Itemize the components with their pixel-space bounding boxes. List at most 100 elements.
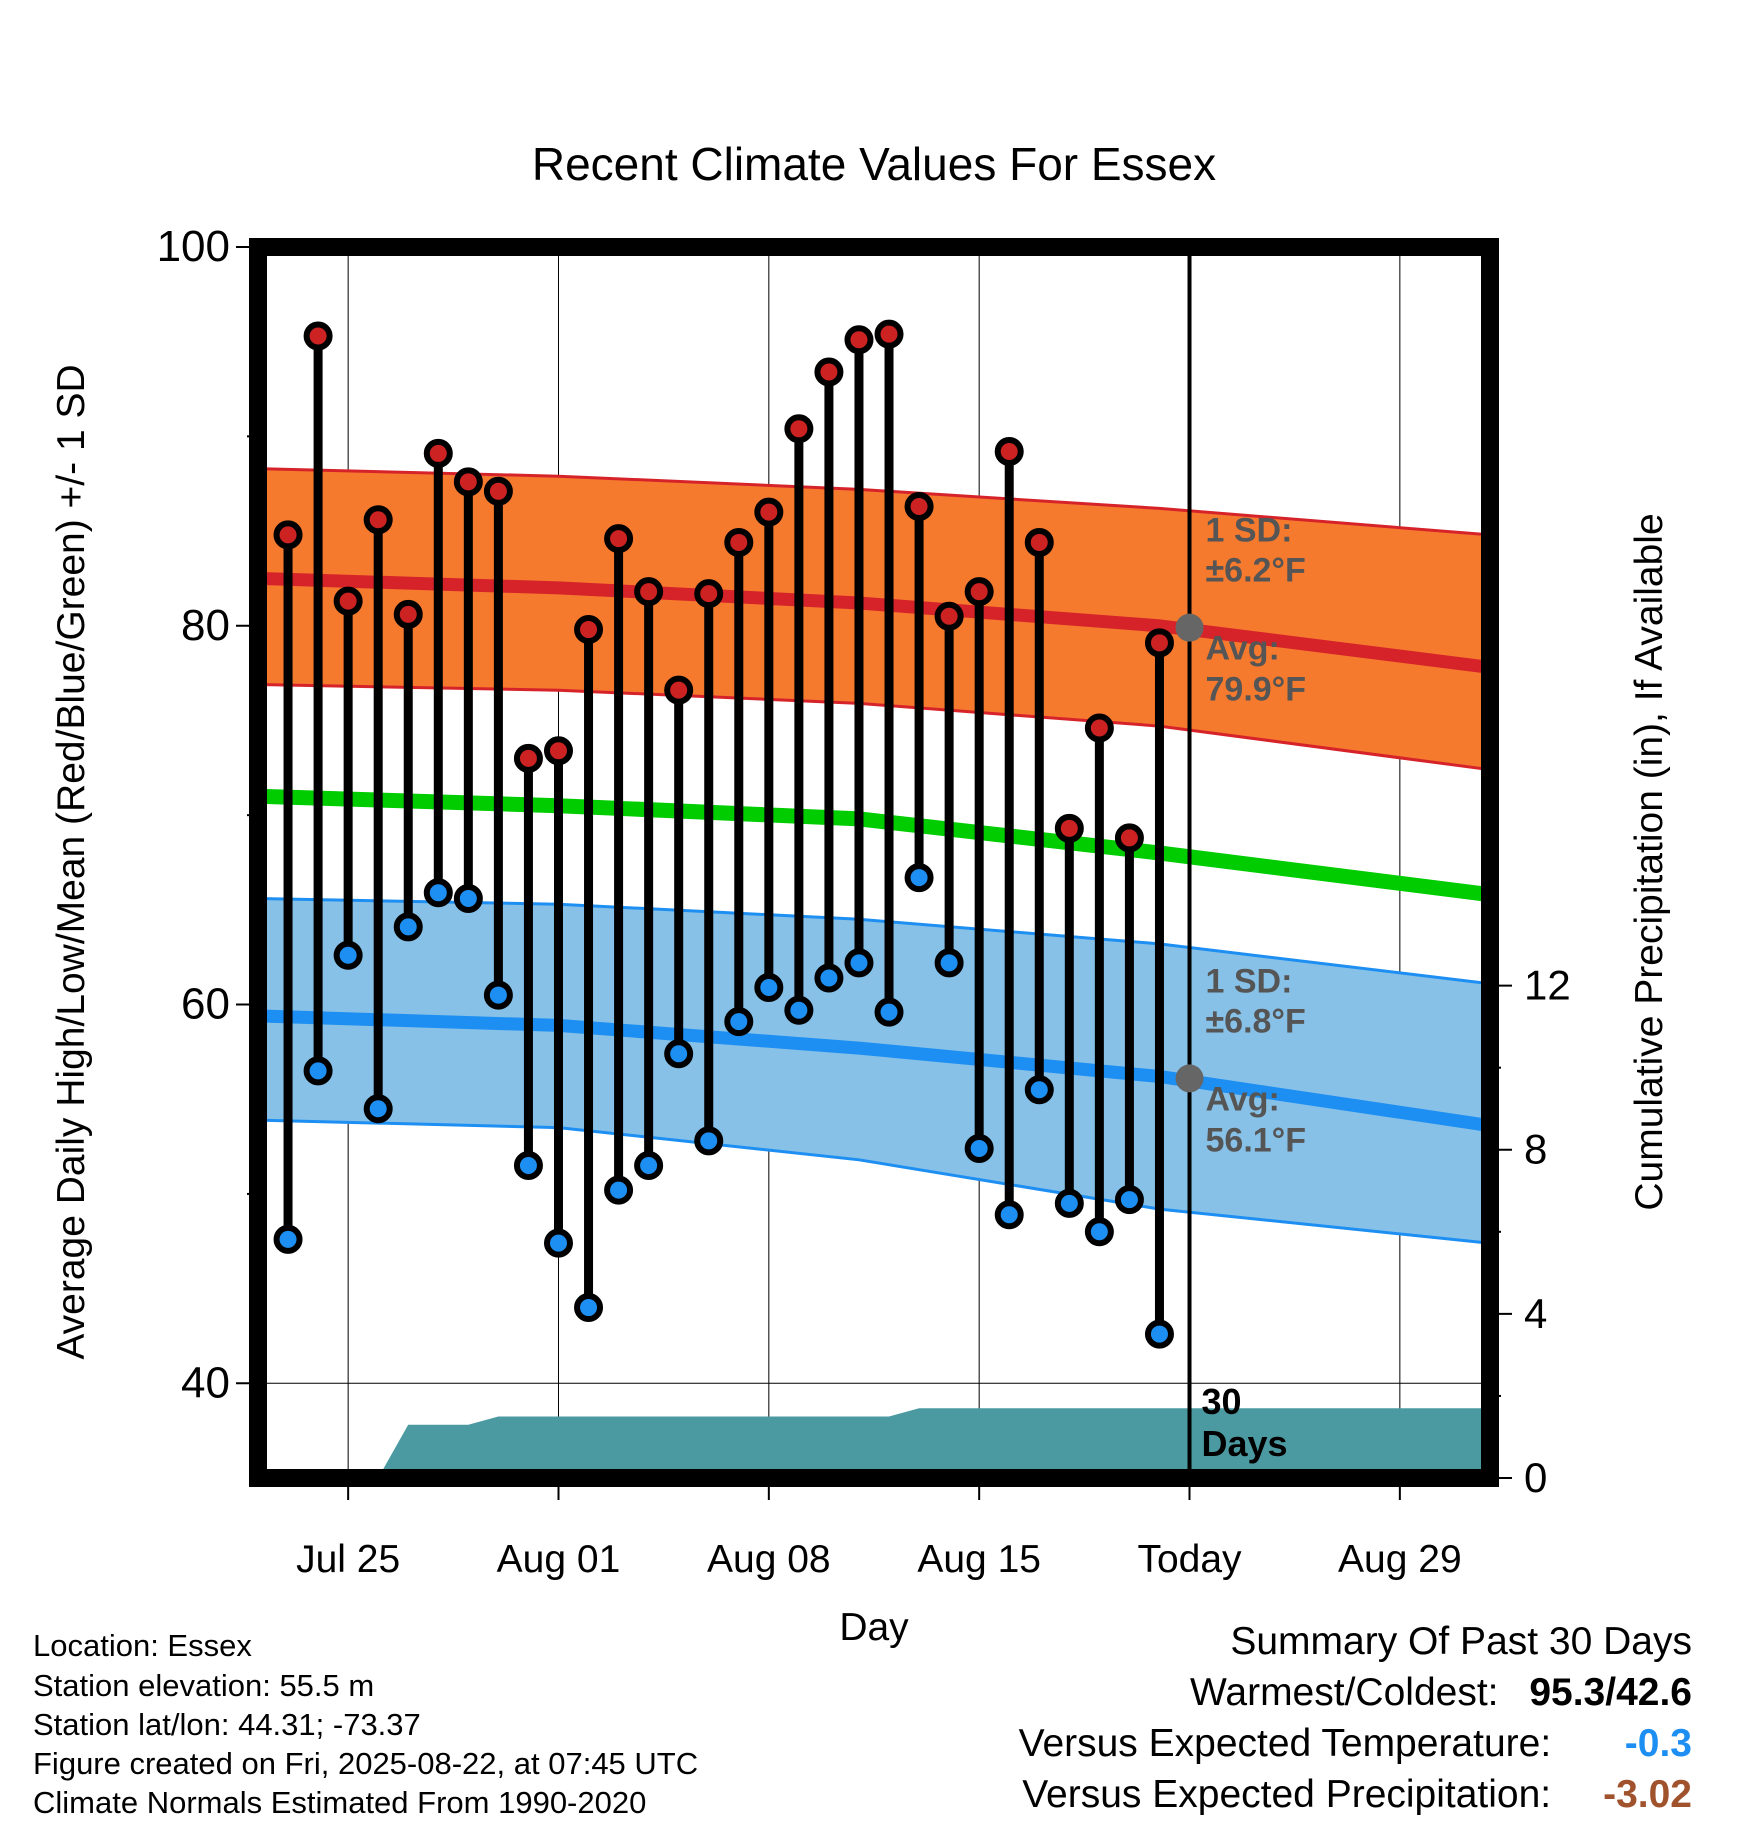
high-point <box>1084 713 1114 743</box>
axes: 40 60 80 100 0 4 8 12 Jul 25 Aug 01 Aug 08 Aug 15 To… <box>157 222 1571 1581</box>
summary-precip-row: Versus Expected Precipitation: -3.02 <box>1022 1775 1692 1814</box>
low-point <box>634 1151 664 1181</box>
high-point <box>784 414 814 444</box>
high-point <box>453 467 483 497</box>
low-point <box>964 1133 994 1163</box>
high-point <box>964 577 994 607</box>
low-point <box>1114 1185 1144 1215</box>
high-point <box>363 505 393 535</box>
high-point <box>904 491 934 521</box>
low-point <box>574 1293 604 1323</box>
high-point <box>874 319 904 349</box>
latlon-text: Station lat/lon: 44.31; -73.37 <box>33 1707 421 1742</box>
high-point <box>934 601 964 631</box>
high-point <box>393 599 423 629</box>
x-tick-label: Today <box>1137 1538 1242 1581</box>
x-tick-label: Aug 01 <box>497 1538 621 1581</box>
summary-temp-label: Versus Expected Temperature: <box>1018 1722 1552 1765</box>
low-point <box>874 997 904 1027</box>
high-avg-label: Avg: <box>1206 630 1280 668</box>
high-point <box>483 476 513 506</box>
high-point <box>303 321 333 351</box>
high-point <box>754 497 784 527</box>
daily-stems <box>283 334 1164 1335</box>
high-point <box>1144 628 1174 658</box>
low-sd-value: ±6.8°F <box>1206 1002 1306 1040</box>
low-sd-band-lower-edge <box>257 1118 1491 1245</box>
low-point <box>904 863 934 893</box>
summary-precip-value: -3.02 <box>1603 1773 1692 1816</box>
low-avg-label: Avg: <box>1206 1080 1280 1118</box>
high-point <box>1054 813 1084 843</box>
low-point <box>453 883 483 913</box>
low-point <box>363 1094 393 1124</box>
high-avg-value: 79.9°F <box>1206 671 1307 709</box>
low-point <box>754 972 784 1002</box>
low-point <box>513 1151 543 1181</box>
low-point <box>664 1039 694 1069</box>
plot-border <box>249 238 1499 1487</box>
low-point <box>543 1228 573 1258</box>
x-tick-label: Aug 15 <box>917 1538 1041 1581</box>
high-point <box>574 615 604 645</box>
today-high-avg-marker <box>1175 613 1204 642</box>
days-marker-number: 30 <box>1202 1381 1242 1422</box>
summary-warmest-label: Warmest/Coldest: <box>1190 1671 1499 1714</box>
x-tick-label: Aug 29 <box>1338 1538 1462 1581</box>
summary-temp-row: Versus Expected Temperature: -0.3 <box>1019 1724 1692 1763</box>
right-axis-label: Cumulative Precipitation (in), If Availa… <box>1628 513 1671 1210</box>
low-point <box>694 1126 724 1156</box>
high-point <box>844 325 874 355</box>
grid-lines <box>258 246 1490 1478</box>
high-point <box>273 520 303 550</box>
low-avg-value: 56.1°F <box>1206 1121 1307 1159</box>
low-point <box>273 1224 303 1254</box>
high-point <box>423 438 453 468</box>
low-point <box>784 995 814 1025</box>
low-sd-label: 1 SD: <box>1206 962 1293 1000</box>
x-tick-label: Jul 25 <box>296 1538 400 1581</box>
elevation-text: Station elevation: 55.5 m <box>33 1668 375 1703</box>
precip-area <box>378 1408 1491 1478</box>
high-point <box>664 675 694 705</box>
high-point <box>333 586 363 616</box>
low-sd-band <box>258 898 1490 1244</box>
summary-title: Summary Of Past 30 Days <box>1230 1620 1692 1663</box>
high-point <box>814 357 844 387</box>
plot-frame <box>249 238 1499 1487</box>
high-point <box>604 524 634 554</box>
low-point <box>934 948 964 978</box>
x-axis-label: Day <box>839 1606 909 1649</box>
high-point <box>1024 527 1054 557</box>
high-point <box>1114 823 1144 853</box>
high-sd-value: ±6.2°F <box>1206 552 1306 590</box>
chart-text: Recent Climate Values For Essex Day Averag… <box>50 138 1671 1649</box>
low-point <box>303 1056 333 1086</box>
today-low-avg-marker <box>1175 1064 1204 1093</box>
high-point <box>513 743 543 773</box>
right-tick-label: 12 <box>1524 962 1571 1009</box>
low-point <box>423 878 453 908</box>
created-text: Figure created on Fri, 2025-08-22, at 07… <box>33 1746 699 1781</box>
x-tick-label: Aug 08 <box>707 1538 831 1581</box>
right-tick-label: 0 <box>1524 1454 1547 1501</box>
right-tick-label: 8 <box>1524 1126 1547 1173</box>
low-point <box>844 948 874 978</box>
high-point <box>543 736 573 766</box>
high-sd-band <box>258 468 1490 770</box>
low-point <box>333 940 363 970</box>
normals-source-text: Climate Normals Estimated From 1990-2020 <box>33 1785 647 1820</box>
precipitation-area <box>378 1408 1491 1478</box>
daily-points <box>273 319 1174 1349</box>
low-point <box>1084 1217 1114 1247</box>
summary-precip-label: Versus Expected Precipitation: <box>1022 1773 1552 1816</box>
left-tick-label: 60 <box>181 980 230 1029</box>
low-point <box>1054 1188 1084 1218</box>
summary-warmest-row: Warmest/Coldest: 95.3/42.6 <box>1190 1673 1692 1712</box>
low-point <box>393 912 423 942</box>
high-sd-label: 1 SD: <box>1206 512 1293 550</box>
low-point <box>724 1007 754 1037</box>
low-point <box>483 980 513 1010</box>
